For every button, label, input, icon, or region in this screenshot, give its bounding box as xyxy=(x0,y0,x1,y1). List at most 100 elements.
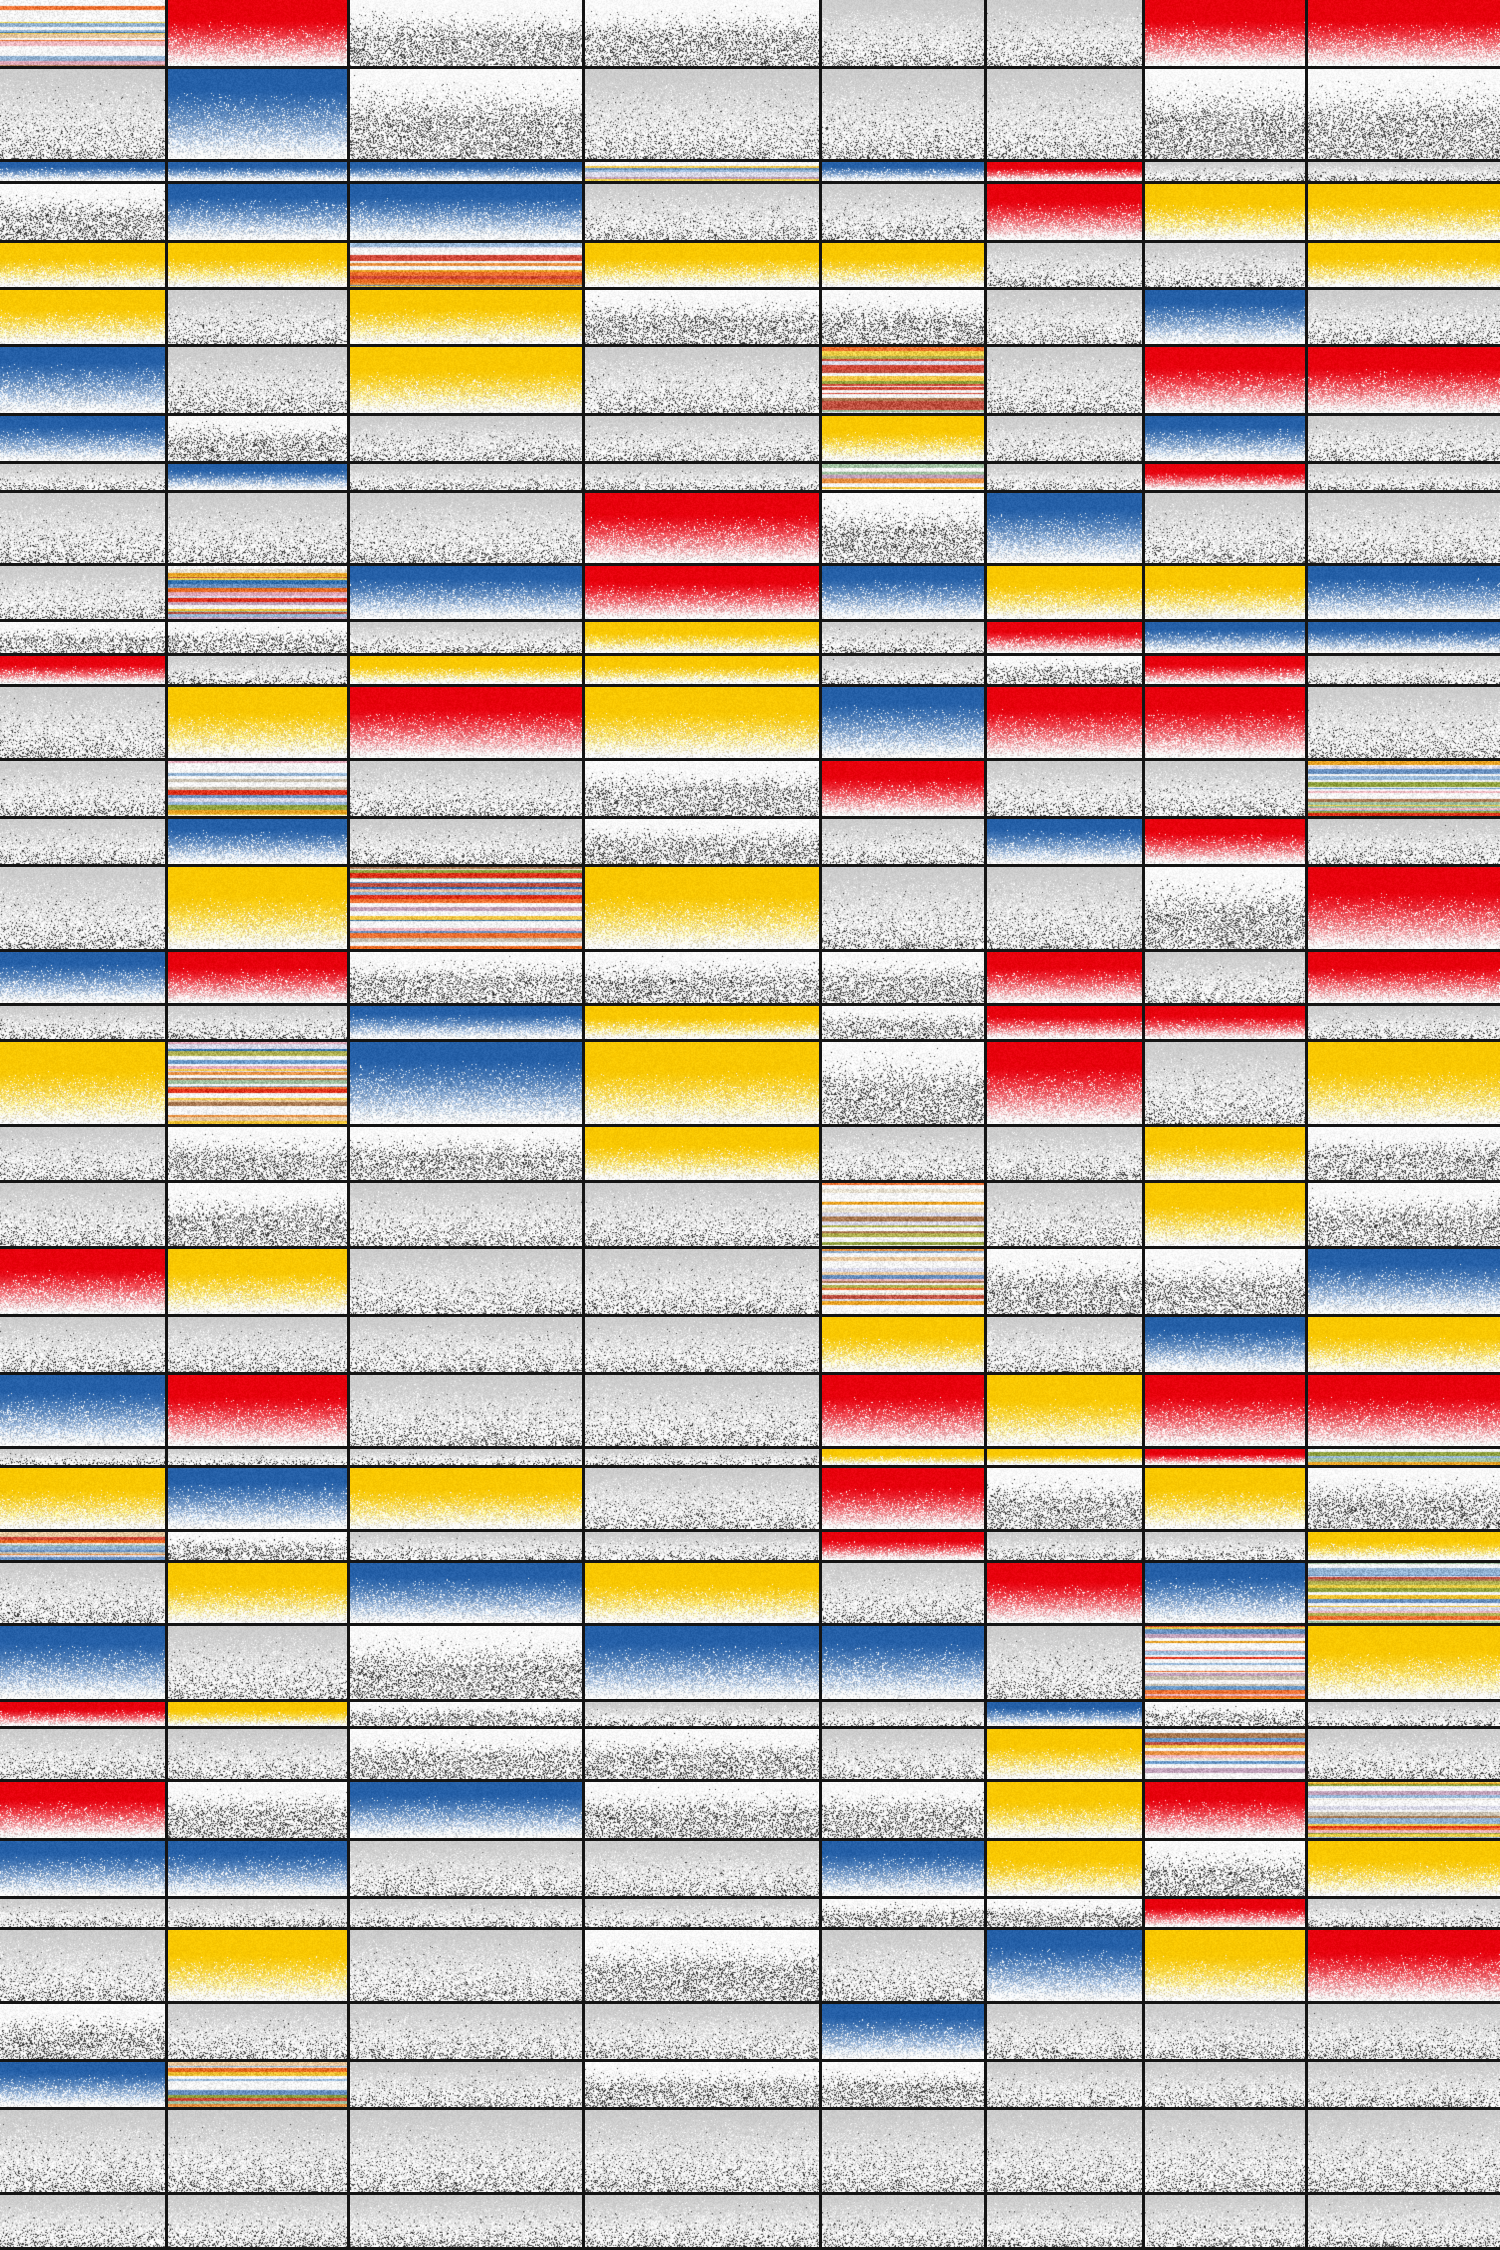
heatmap-tile[interactable] xyxy=(822,1182,987,1250)
heatmap-tile[interactable] xyxy=(0,1899,168,1931)
heatmap-tile[interactable] xyxy=(987,161,1145,184)
heatmap-tile[interactable] xyxy=(168,566,350,622)
heatmap-tile[interactable] xyxy=(349,1531,585,1563)
heatmap-tile[interactable] xyxy=(0,1625,168,1703)
heatmap-tile[interactable] xyxy=(987,1702,1145,1730)
heatmap-tile[interactable] xyxy=(168,69,350,162)
heatmap-tile[interactable] xyxy=(168,1375,350,1450)
heatmap-tile[interactable] xyxy=(987,2062,1145,2111)
heatmap-tile[interactable] xyxy=(1308,1317,1500,1376)
heatmap-tile[interactable] xyxy=(585,161,822,184)
heatmap-tile[interactable] xyxy=(1308,1531,1500,1563)
heatmap-tile[interactable] xyxy=(1144,656,1308,687)
heatmap-tile[interactable] xyxy=(1144,1467,1308,1532)
heatmap-tile[interactable] xyxy=(1144,1375,1308,1450)
heatmap-tile[interactable] xyxy=(1144,1249,1308,1318)
heatmap-tile[interactable] xyxy=(987,1562,1145,1626)
heatmap-tile[interactable] xyxy=(822,183,987,243)
heatmap-tile[interactable] xyxy=(585,1375,822,1450)
heatmap-tile[interactable] xyxy=(822,1625,987,1703)
heatmap-tile[interactable] xyxy=(349,0,585,70)
heatmap-tile[interactable] xyxy=(1308,1467,1500,1532)
heatmap-tile[interactable] xyxy=(1308,1930,1500,2005)
heatmap-tile[interactable] xyxy=(0,1375,168,1450)
heatmap-tile[interactable] xyxy=(585,2195,822,2250)
heatmap-tile[interactable] xyxy=(168,1127,350,1183)
heatmap-tile[interactable] xyxy=(0,1562,168,1626)
heatmap-tile[interactable] xyxy=(0,1930,168,2005)
heatmap-tile[interactable] xyxy=(1144,1930,1308,2005)
heatmap-tile[interactable] xyxy=(1308,1375,1500,1450)
heatmap-tile[interactable] xyxy=(1144,687,1308,761)
heatmap-tile[interactable] xyxy=(987,1449,1145,1468)
heatmap-tile[interactable] xyxy=(1144,1899,1308,1931)
heatmap-tile[interactable] xyxy=(168,867,350,953)
heatmap-tile[interactable] xyxy=(1144,2195,1308,2250)
heatmap-tile[interactable] xyxy=(1144,818,1308,868)
heatmap-tile[interactable] xyxy=(822,687,987,761)
heatmap-tile[interactable] xyxy=(585,656,822,687)
heatmap-tile[interactable] xyxy=(987,1317,1145,1376)
heatmap-tile[interactable] xyxy=(585,1042,822,1128)
heatmap-tile[interactable] xyxy=(1144,566,1308,622)
heatmap-tile[interactable] xyxy=(168,621,350,657)
heatmap-tile[interactable] xyxy=(987,621,1145,657)
heatmap-tile[interactable] xyxy=(1308,1562,1500,1626)
heatmap-tile[interactable] xyxy=(822,818,987,868)
heatmap-tile[interactable] xyxy=(0,2195,168,2250)
heatmap-tile[interactable] xyxy=(0,0,168,70)
heatmap-tile[interactable] xyxy=(585,346,822,416)
heatmap-tile[interactable] xyxy=(168,463,350,494)
heatmap-tile[interactable] xyxy=(585,1531,822,1563)
heatmap-tile[interactable] xyxy=(987,1729,1145,1783)
heatmap-tile[interactable] xyxy=(349,183,585,243)
heatmap-tile[interactable] xyxy=(349,161,585,184)
heatmap-tile[interactable] xyxy=(1308,289,1500,347)
heatmap-tile[interactable] xyxy=(349,1317,585,1376)
heatmap-tile[interactable] xyxy=(585,1467,822,1532)
heatmap-tile[interactable] xyxy=(168,415,350,464)
heatmap-tile[interactable] xyxy=(1144,867,1308,953)
heatmap-tile[interactable] xyxy=(987,463,1145,494)
heatmap-tile[interactable] xyxy=(822,952,987,1007)
heatmap-tile[interactable] xyxy=(1144,1531,1308,1563)
heatmap-tile[interactable] xyxy=(349,2110,585,2196)
heatmap-tile[interactable] xyxy=(987,566,1145,622)
heatmap-tile[interactable] xyxy=(349,952,585,1007)
heatmap-tile[interactable] xyxy=(0,656,168,687)
heatmap-tile[interactable] xyxy=(822,2195,987,2250)
heatmap-tile[interactable] xyxy=(0,952,168,1007)
heatmap-tile[interactable] xyxy=(349,1249,585,1318)
heatmap-tile[interactable] xyxy=(585,1562,822,1626)
heatmap-tile[interactable] xyxy=(1144,2062,1308,2111)
heatmap-tile[interactable] xyxy=(987,1930,1145,2005)
heatmap-tile[interactable] xyxy=(1308,867,1500,953)
heatmap-tile[interactable] xyxy=(0,687,168,761)
heatmap-tile[interactable] xyxy=(168,2062,350,2111)
heatmap-tile[interactable] xyxy=(349,818,585,868)
heatmap-tile[interactable] xyxy=(349,243,585,290)
heatmap-tile[interactable] xyxy=(349,1702,585,1730)
heatmap-tile[interactable] xyxy=(168,2004,350,2063)
heatmap-tile[interactable] xyxy=(585,1841,822,1900)
heatmap-tile[interactable] xyxy=(0,289,168,347)
heatmap-tile[interactable] xyxy=(168,1899,350,1931)
heatmap-tile[interactable] xyxy=(0,1182,168,1250)
heatmap-tile[interactable] xyxy=(349,1729,585,1783)
heatmap-tile[interactable] xyxy=(0,1042,168,1128)
heatmap-tile[interactable] xyxy=(168,1249,350,1318)
heatmap-tile[interactable] xyxy=(1144,2110,1308,2196)
heatmap-tile[interactable] xyxy=(1308,161,1500,184)
heatmap-tile[interactable] xyxy=(585,1249,822,1318)
heatmap-tile[interactable] xyxy=(168,243,350,290)
heatmap-tile[interactable] xyxy=(822,1042,987,1128)
heatmap-tile[interactable] xyxy=(822,1249,987,1318)
heatmap-tile[interactable] xyxy=(585,1127,822,1183)
heatmap-tile[interactable] xyxy=(1308,1449,1500,1468)
heatmap-tile[interactable] xyxy=(349,1042,585,1128)
heatmap-tile[interactable] xyxy=(822,463,987,494)
heatmap-tile[interactable] xyxy=(585,952,822,1007)
heatmap-tile[interactable] xyxy=(822,1127,987,1183)
heatmap-tile[interactable] xyxy=(0,346,168,416)
heatmap-tile[interactable] xyxy=(822,761,987,819)
